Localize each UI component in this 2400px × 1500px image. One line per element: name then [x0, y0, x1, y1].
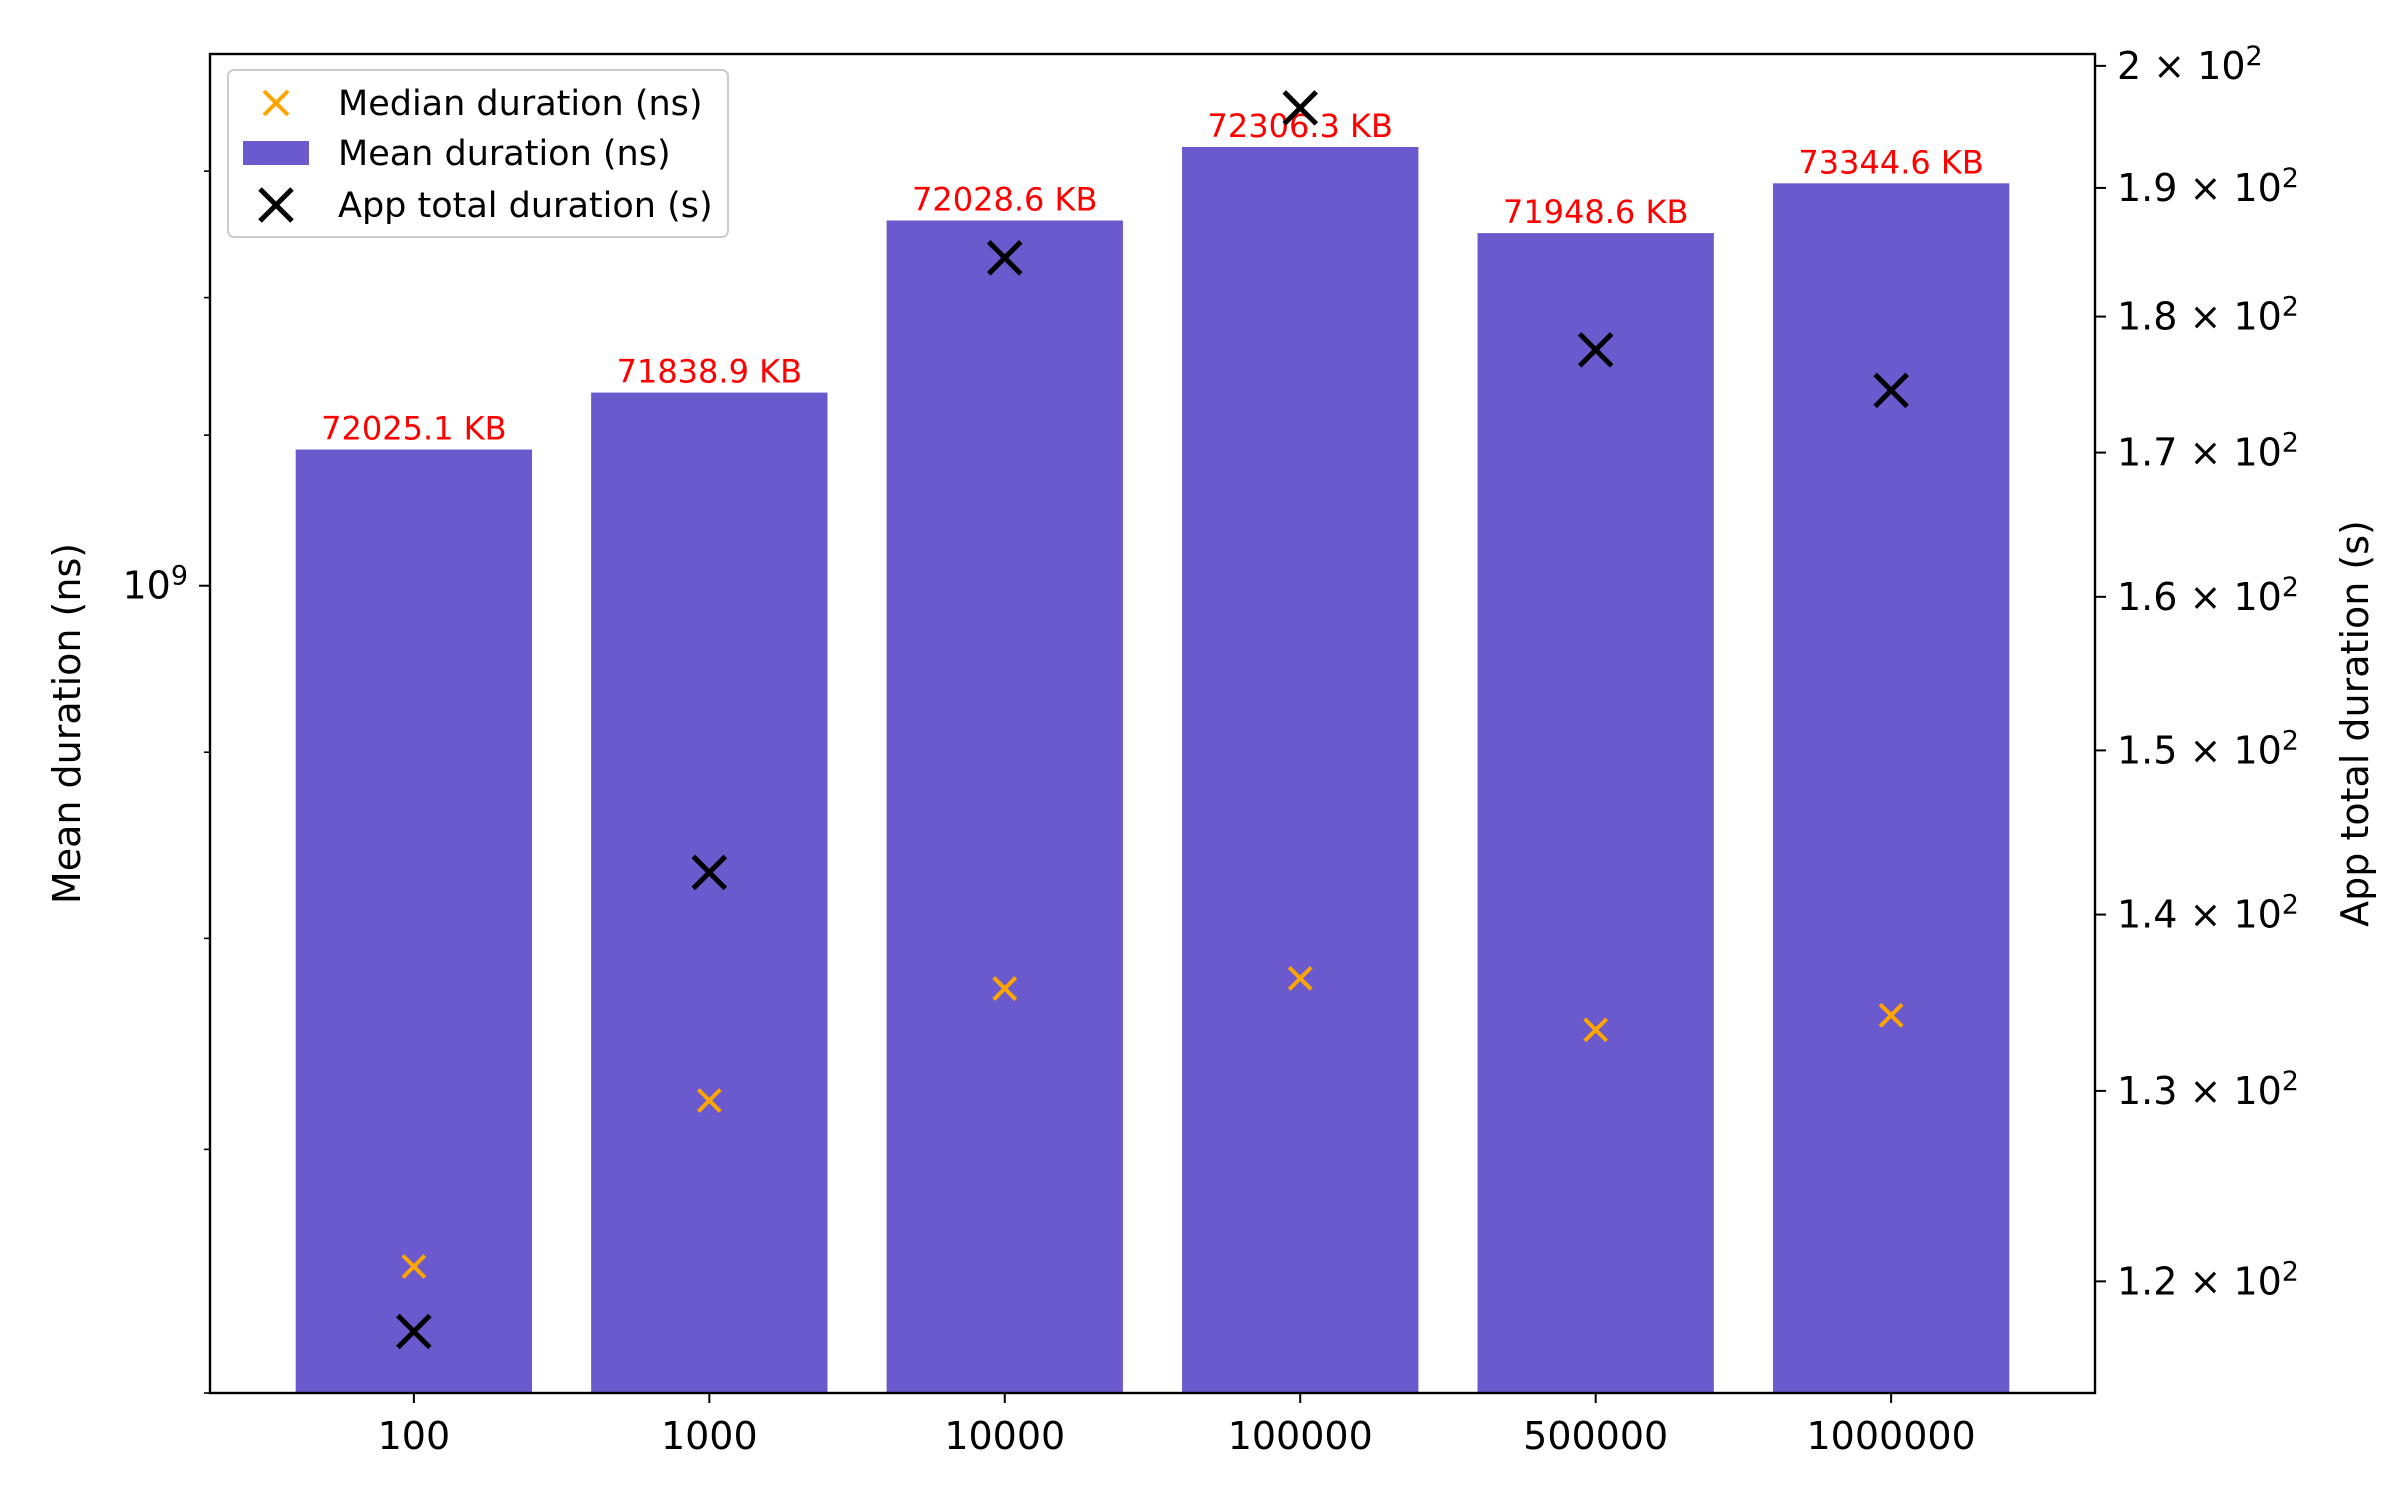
bar-label: 71948.6 KB	[1503, 193, 1688, 231]
app-duration-marker	[1577, 332, 1614, 368]
bar-label: 73344.6 KB	[1798, 143, 1983, 181]
y2-tick-label: 1.3 × 102	[2117, 1066, 2299, 1113]
median-marker	[696, 1088, 722, 1113]
y-axis-left: 109	[122, 170, 210, 1394]
y2-tick-label: 1.4 × 102	[2117, 890, 2299, 937]
bar	[1477, 233, 1714, 1394]
bar	[1182, 146, 1419, 1393]
bars-layer	[295, 146, 2010, 1394]
bar-label: 72025.1 KB	[321, 410, 506, 448]
y2-tick-label: 1.2 × 102	[2117, 1256, 2299, 1303]
legend-swatch-bar	[243, 141, 309, 165]
y2-tick-label: 1.7 × 102	[2117, 428, 2299, 475]
median-marker	[992, 976, 1018, 1001]
y2-tick-label: 1.9 × 102	[2117, 163, 2299, 210]
legend-label: App total duration (s)	[338, 186, 713, 226]
bar-labels-layer: 72025.1 KB 71838.9 KB 72028.6 KB 72306.3 KB…	[321, 107, 1984, 448]
y-axis-right: 1.2 × 102 1.3 × 102 1.4 × 102 1.5 × 102 1.6 …	[2095, 41, 2299, 1303]
y-tick-label: 109	[122, 561, 188, 608]
x-tick-label: 1000	[661, 1414, 758, 1458]
markers-layer	[396, 90, 1909, 1350]
app-duration-marker	[396, 1313, 432, 1350]
bar-label: 72306.3 KB	[1208, 107, 1393, 145]
legend-swatch-x	[262, 89, 290, 117]
x-tick-label: 500000	[1523, 1414, 1668, 1458]
legend-label: Mean duration (ns)	[338, 134, 671, 174]
y2-tick-label: 1.8 × 102	[2117, 292, 2299, 339]
y2-axis-title: App total duration (s)	[2333, 520, 2377, 927]
legend-swatch-x	[258, 187, 294, 223]
x-tick-label: 100	[378, 1414, 451, 1458]
x-tick-label: 100000	[1228, 1414, 1373, 1458]
median-marker	[401, 1254, 427, 1279]
bar	[295, 449, 533, 1394]
app-duration-marker	[1282, 90, 1318, 126]
app-duration-marker	[691, 854, 728, 891]
x-tick-label: 1000000	[1807, 1414, 1976, 1458]
bar	[886, 220, 1123, 1393]
app-duration-marker	[987, 240, 1023, 276]
bar-label: 72028.6 KB	[912, 181, 1097, 219]
x-axis: 100 1000 10000 100000 500000 1000000	[378, 1393, 1976, 1458]
bar	[1772, 183, 2010, 1394]
median-marker	[1583, 1017, 1609, 1043]
legend-box	[227, 69, 729, 238]
y2-tick-label: 2 × 102	[2117, 41, 2263, 88]
median-marker	[1287, 965, 1313, 991]
x-tick-label: 10000	[944, 1414, 1065, 1458]
plot-frame	[208, 52, 2097, 1395]
legend: Median duration (ns) Mean duration (ns) Ap…	[227, 69, 729, 238]
median-marker	[1878, 1002, 1904, 1028]
bar	[591, 392, 828, 1393]
y2-tick-label: 1.6 × 102	[2117, 572, 2299, 619]
bar-label: 71838.9 KB	[617, 353, 802, 391]
y2-tick-label: 1.5 × 102	[2117, 725, 2299, 772]
legend-label: Median duration (ns)	[338, 84, 703, 124]
app-duration-marker	[1873, 372, 1909, 409]
y-axis-title: Mean duration (ns)	[45, 543, 89, 904]
